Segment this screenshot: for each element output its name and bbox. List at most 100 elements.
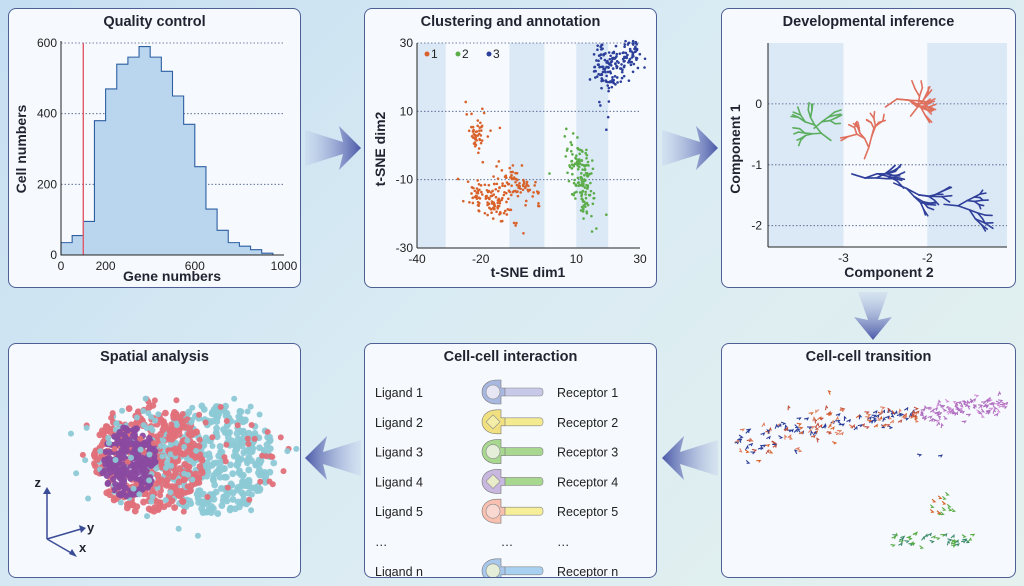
interaction-diagram: Ligand 1 Receptor 1 Ligand 2 Receptor 2 Liga… <box>375 379 618 577</box>
scatter-point <box>585 163 589 167</box>
scatter-point <box>496 177 500 180</box>
cell-spot <box>280 468 287 475</box>
scatter-point <box>467 129 471 133</box>
cell-spot <box>133 441 140 449</box>
scatter-point <box>630 60 634 64</box>
velocity-arrow <box>978 404 984 408</box>
cell-spot <box>137 446 144 453</box>
velocity-arrow <box>929 408 934 413</box>
ligand-shape <box>485 473 501 489</box>
cell-spot <box>151 504 159 511</box>
scatter-point <box>631 70 635 74</box>
velocity-arrow <box>910 413 915 418</box>
scatter-point <box>500 169 504 172</box>
scatter-point <box>476 134 480 137</box>
cell-spot <box>106 488 113 495</box>
scatter-point <box>580 178 583 182</box>
velocity-arrow <box>839 408 846 412</box>
receptor-stem <box>502 566 544 576</box>
scatter-point <box>499 212 502 215</box>
velocity-arrow <box>940 533 946 537</box>
scatter-point <box>586 160 590 164</box>
velocity-arrow <box>857 424 863 428</box>
trajectory-branch <box>856 133 866 140</box>
scatter-point <box>615 59 619 63</box>
scatter-point <box>578 183 582 187</box>
scatter-point <box>603 52 606 56</box>
trajectory-branch <box>863 146 870 160</box>
velocity-arrow <box>947 507 953 512</box>
cell-spot <box>120 489 127 496</box>
scatter-point <box>568 164 571 167</box>
cell-spot <box>237 471 245 479</box>
trajectory-branch <box>968 209 979 214</box>
cell-spot <box>189 404 196 411</box>
velocity-arrow <box>746 428 752 432</box>
velocity-arrow <box>739 428 746 432</box>
cell-spot <box>172 469 179 477</box>
scatter-point <box>573 162 577 165</box>
clustering-title: Clustering and annotation <box>420 14 601 30</box>
cell-spot <box>123 447 131 455</box>
velocity-arrow <box>992 405 998 410</box>
velocity-arrow <box>765 443 771 448</box>
scatter-point <box>607 86 611 90</box>
velocity-arrow <box>931 535 936 539</box>
velocity-arrow <box>853 425 858 431</box>
velocity-arrow <box>927 415 933 419</box>
cell-spot <box>110 475 117 483</box>
velocity-arrow <box>912 532 918 536</box>
velocity-arrow <box>988 401 994 406</box>
velocity-arrow <box>965 539 970 544</box>
scatter-point <box>478 188 481 192</box>
velocity-arrow <box>973 394 980 398</box>
scatter-point <box>623 55 626 59</box>
scatter-point <box>581 184 585 188</box>
scatter-point <box>477 151 480 155</box>
scatter-point <box>583 173 586 177</box>
y-tick-label: -30 <box>396 241 414 255</box>
cell-spot <box>154 471 162 479</box>
scatter-point <box>609 54 612 58</box>
trajectory-branch <box>886 170 897 175</box>
scatter-point <box>476 179 480 182</box>
cell-spot <box>129 449 136 456</box>
velocity-arrow <box>796 422 803 426</box>
scatter-point <box>572 181 576 185</box>
velocity-arrow <box>951 544 957 548</box>
velocity-arrow <box>945 491 950 496</box>
cell-spot <box>181 443 188 450</box>
scatter-point <box>494 195 498 199</box>
velocity-arrow <box>866 413 872 417</box>
velocity-arrow <box>966 413 972 417</box>
velocity-arrow <box>738 437 743 443</box>
scatter-point <box>511 170 514 174</box>
cell-spot <box>277 434 284 441</box>
trajectory-branch <box>847 123 856 129</box>
x-tick-label: -2 <box>922 251 933 265</box>
cell-spot <box>157 430 164 438</box>
cell-spot <box>217 404 224 411</box>
cell-spot <box>260 446 268 454</box>
velocity-arrow <box>804 417 810 421</box>
velocity-arrow <box>908 415 915 419</box>
trajectory-branch <box>893 177 903 182</box>
scatter-point <box>505 200 508 204</box>
scatter-point <box>591 167 595 171</box>
scatter-point <box>627 79 631 82</box>
velocity-arrow <box>756 459 762 463</box>
cell-spot <box>160 503 168 511</box>
cell-spot <box>195 499 203 506</box>
cell-spot <box>196 463 204 470</box>
scatter-point <box>633 47 636 51</box>
scatter-point <box>492 203 496 207</box>
scatter-point <box>515 221 518 225</box>
scatter-point <box>630 50 633 53</box>
velocity-arrow <box>954 411 959 416</box>
cell-spot <box>244 408 251 415</box>
cell-spot <box>200 406 208 413</box>
scatter-point <box>592 196 596 200</box>
trajectory-branch <box>980 224 988 230</box>
velocity-arrow <box>851 423 856 429</box>
scatter-point <box>480 193 484 196</box>
